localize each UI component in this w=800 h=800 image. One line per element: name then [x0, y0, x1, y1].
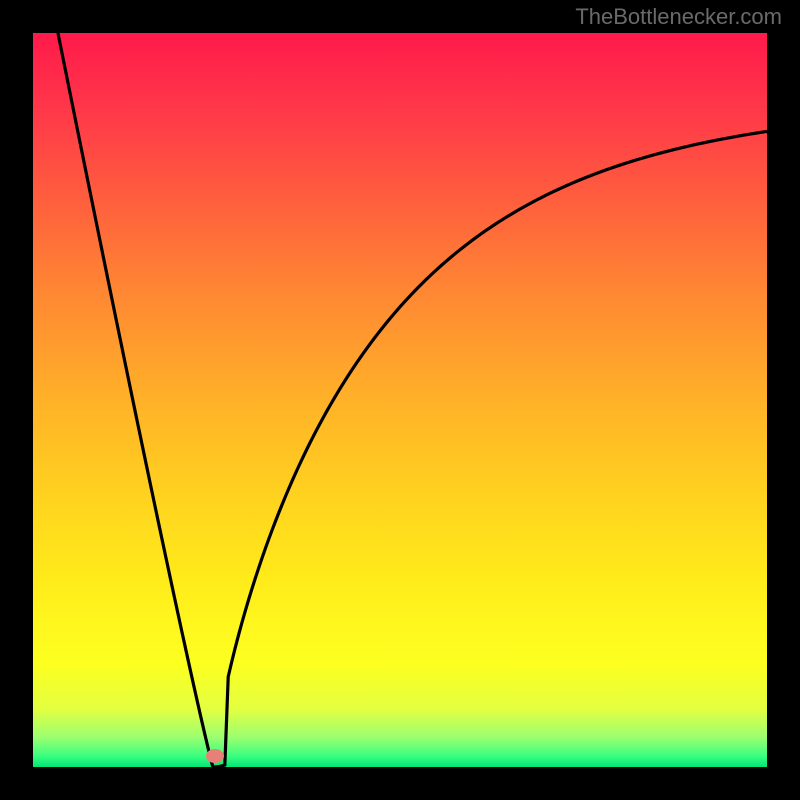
- plot-area: [33, 33, 767, 767]
- chart-container: TheBottlenecker.com: [0, 0, 800, 800]
- bottleneck-curve: [33, 33, 767, 767]
- data-marker: [206, 749, 224, 763]
- watermark-text: TheBottlenecker.com: [575, 4, 782, 30]
